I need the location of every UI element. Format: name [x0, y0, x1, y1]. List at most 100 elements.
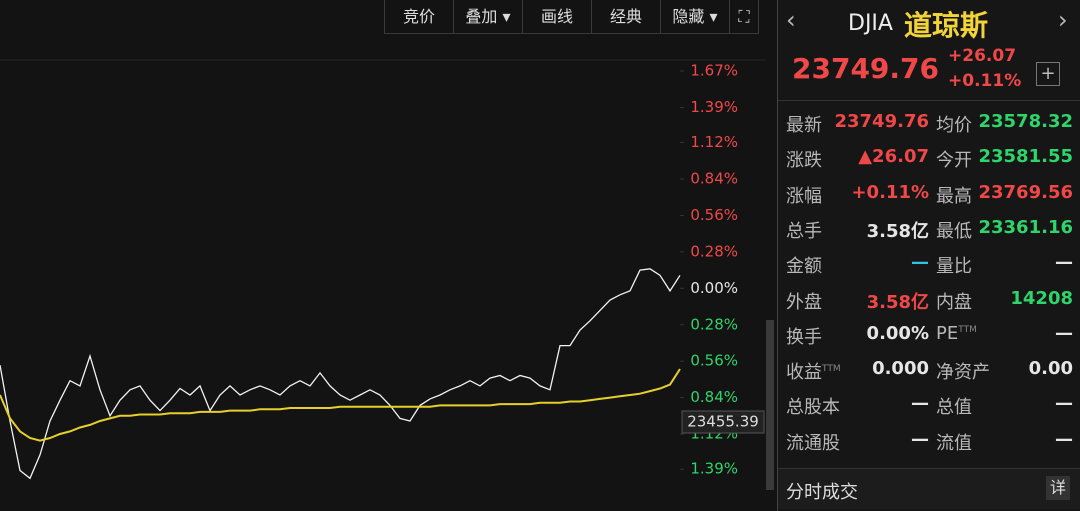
stat-value: 23581.55	[978, 146, 1073, 168]
divider	[778, 100, 1080, 101]
stat-label: 最高	[936, 182, 972, 208]
stat-value: 14208	[1010, 287, 1073, 309]
stat-label: 流通股	[786, 429, 840, 455]
footer: 分时成交 详	[778, 468, 1080, 509]
stat-label-text: 总股本	[786, 397, 840, 419]
y-tick-label: 1.12%	[690, 133, 738, 151]
stat-row: 总股本 — 总值 —	[778, 393, 1080, 428]
stat-label-text: 金额	[786, 256, 822, 278]
stat-row: 总手 3.58亿 最低 23361.16	[778, 217, 1080, 252]
stat-value: —	[1055, 393, 1073, 415]
stat-value: —	[1055, 428, 1073, 450]
stat-label-text: 内盘	[936, 291, 972, 313]
y-tick-label: 0.28%	[690, 315, 738, 333]
stat-value: —	[911, 393, 929, 415]
tool-button[interactable]: 叠加 ▾	[454, 0, 523, 33]
stat-label: 今开	[936, 146, 972, 172]
stat-value: 23361.16	[978, 216, 1073, 238]
footer-title: 分时成交	[786, 482, 858, 503]
price-line	[0, 368, 681, 442]
stat-label-text: PE	[936, 322, 959, 344]
change: +26.07	[948, 46, 1017, 66]
tool-label: 叠加	[465, 7, 498, 26]
stat-label: 流值	[936, 429, 972, 455]
stat-label-text: 总值	[936, 397, 972, 419]
stat-label-text: 净资产	[936, 362, 990, 384]
stat-value: 3.58亿	[866, 291, 929, 313]
change-pct: +0.11%	[948, 71, 1022, 91]
chart: 1.39% 1.12% 0.84% 0.56% 0.28% 0.00% 0.28% 0.56%…	[0, 59, 774, 490]
stat-label-text: 外盘	[786, 291, 822, 313]
stat-value: 23749.76	[834, 111, 929, 132]
stat-row: 最新 23749.76 均价 23578.32	[778, 111, 1080, 146]
stat-label-text: 收益	[786, 362, 822, 384]
y-tick-label: 0.56%	[690, 352, 738, 370]
tool-label: 隐藏	[672, 7, 705, 26]
stat-label-text: 最高	[936, 185, 972, 207]
y-tick-label: 1.67%	[690, 62, 738, 80]
stat-label-text: 总手	[786, 220, 822, 242]
stat-label: 最新	[786, 111, 822, 137]
stat-label: 总值	[936, 393, 972, 419]
tool-button[interactable]: 经典	[592, 0, 661, 33]
stat-label-text: 流值	[936, 432, 972, 454]
fullscreen-button[interactable]: ⛶	[738, 7, 750, 26]
stat-label-text: 最低	[936, 220, 972, 242]
quote-panel: ‹ › DJIA 道琼斯 23749.76 +26.07 +0.11% + 最新…	[777, 0, 1080, 511]
stat-label-sup: TTM	[958, 324, 977, 335]
stat-label-text: 换手	[786, 326, 822, 348]
name: 道琼斯	[904, 9, 989, 42]
stat-row: 换手 0.00% PETTM —	[778, 323, 1080, 358]
stat-value: 23578.32	[978, 111, 1073, 132]
tool-button[interactable]: 竞价	[385, 0, 454, 33]
crosshair-box	[681, 410, 765, 434]
stat-value: —	[911, 428, 929, 450]
stat-value: 23769.56	[978, 181, 1073, 203]
stat-row: 流通股 — 流值 —	[778, 429, 1080, 464]
stat-label: 总手	[786, 217, 822, 243]
stat-label: 涨跌	[786, 146, 822, 172]
stat-label: 内盘	[936, 288, 972, 314]
stat-label-text: 今开	[936, 150, 972, 172]
y-tick-label: 0.84%	[690, 388, 738, 406]
symbol: DJIA	[848, 11, 893, 36]
tool-button[interactable]: 画线	[523, 0, 592, 33]
stat-value: —	[911, 252, 929, 274]
prev-button[interactable]: ‹	[786, 6, 796, 34]
stat-value: —	[1055, 252, 1073, 274]
stat-row: 涨幅 +0.11% 最高 23769.56	[778, 182, 1080, 217]
stat-label: 外盘	[786, 288, 822, 314]
stat-value: +0.11%	[851, 181, 929, 203]
stat-label: 金额	[786, 252, 822, 278]
stat-row: 外盘 3.58亿 内盘 14208	[778, 288, 1080, 323]
scrollbar[interactable]	[766, 320, 774, 490]
stat-label: 最低	[936, 217, 972, 243]
add-button[interactable]: +	[1036, 62, 1060, 86]
stat-row: 金额 — 量比 —	[778, 252, 1080, 287]
stat-value: ▲26.07	[858, 146, 929, 168]
price: 23749.76	[792, 52, 940, 85]
detail-button[interactable]: 详	[1046, 476, 1070, 500]
stat-label-text: 均价	[936, 115, 972, 136]
tool-button[interactable]: 隐藏 ▾	[661, 0, 730, 33]
stat-label-text: 量比	[936, 256, 972, 278]
stat-value: 0.00%	[866, 322, 929, 344]
stat-label: 换手	[786, 323, 822, 349]
toolbar: 竞价 叠加 ▾ 画线 经典 隐藏 ▾ ⛶	[384, 0, 759, 34]
stat-label: 量比	[936, 252, 972, 278]
y-tick-label: 1.39%	[690, 460, 738, 478]
stat-label: 涨幅	[786, 182, 822, 208]
y-tick-label: 0.28%	[690, 242, 738, 260]
y-tick-label: 0.00%	[690, 279, 738, 297]
stat-value: —	[1055, 322, 1073, 344]
stat-label: 净资产	[936, 358, 990, 384]
y-tick-label: 1.39%	[690, 98, 738, 116]
stat-row: 涨跌 ▲26.07 今开 23581.55	[778, 146, 1080, 181]
stat-label: 均价	[936, 111, 972, 137]
stat-label-sup: TTM	[822, 364, 841, 375]
stat-value: 3.58亿	[866, 220, 929, 242]
stat-label-text: 涨幅	[786, 185, 822, 207]
next-button[interactable]: ›	[1058, 6, 1068, 34]
y-tick-label: 0.84%	[690, 170, 738, 188]
